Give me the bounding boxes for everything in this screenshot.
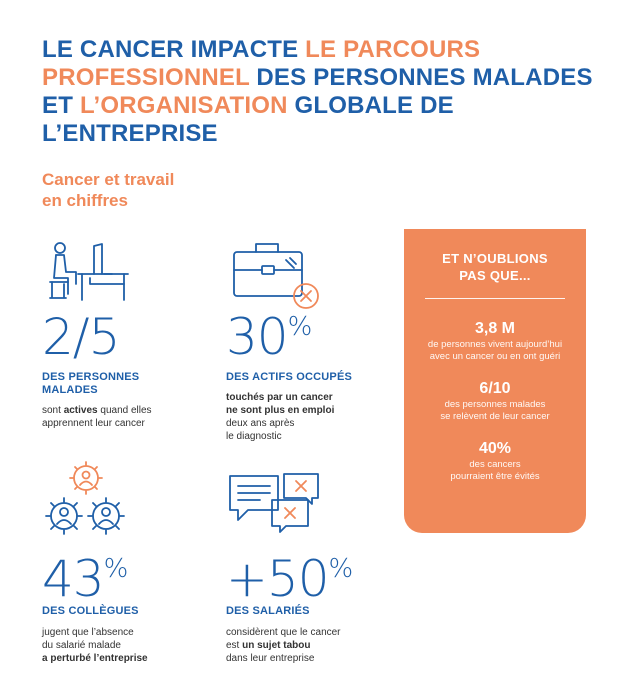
stat-employees-desc-pre: est	[226, 640, 243, 651]
headline-part-1: LE CANCER IMPACTE	[42, 36, 306, 63]
stat-persons-desc-pre: sont	[42, 405, 64, 416]
fact-value: 6/10	[479, 380, 511, 397]
stat-persons-desc: sont actives quand elles apprennent leur…	[42, 404, 212, 430]
facts-panel-title-line-1: ET N’OUBLIONS	[442, 251, 548, 266]
stat-workers-desc-bold-2: ne sont plus en emploi	[226, 405, 335, 416]
facts-panel-title: ET N’OUBLIONS PAS QUE...	[404, 250, 586, 284]
stat-colleagues-desc-line-1: jugent que l’absence	[42, 627, 134, 638]
stat-colleagues: 43% DES COLLÈGUES jugent que l’absence d…	[42, 460, 212, 670]
fact-text-line-1: de personnes vivent aujourd’hui	[427, 339, 563, 350]
fact-text-line-1: des personnes malades	[444, 399, 546, 410]
stat-persons-value: 2/5	[42, 308, 120, 366]
stat-employees-desc-line-1: considèrent que le cancer	[226, 627, 341, 638]
fact-text-line-2: se relèvent de leur cancer	[440, 411, 550, 422]
stat-employees-value: +50%	[226, 554, 354, 604]
headline-part-4: L’ORGANISATION	[79, 92, 288, 119]
headline-part-2: LE PARCOURS PROFESSIONNEL	[42, 36, 481, 91]
chat-bubbles-icon	[229, 473, 319, 533]
fact-text-line-2: avec un cancer ou en ont guéri	[429, 351, 561, 362]
stat-persons-desc-post: quand elles	[97, 405, 152, 416]
facts-panel-title-line-2: PAS QUE...	[459, 268, 531, 283]
stat-employees-desc: considèrent que le cancer est un sujet t…	[226, 626, 396, 665]
section-subtitle: Cancer et travail en chiffres	[42, 169, 342, 211]
fact-item: 3,8 M de personnes vivent aujourd’hui av…	[404, 319, 586, 363]
stat-colleagues-desc-bold: a perturbé l’entreprise	[42, 653, 148, 664]
fact-item: 6/10 des personnes malades se relèvent d…	[404, 379, 586, 423]
stat-workers-desc-line-3: deux ans après	[226, 418, 295, 429]
stat-colleagues-number: 43	[42, 550, 105, 608]
stat-persons-desc-line-2: apprennent leur cancer	[42, 418, 145, 429]
stat-persons-label: DES PERSONNES MALADES	[42, 371, 139, 397]
stat-workers-desc-bold-1: touchés par un cancer	[226, 392, 333, 403]
subtitle-line-1: Cancer et travail	[42, 170, 175, 189]
stat-colleagues-value: 43%	[42, 554, 129, 604]
people-gears-icon	[45, 461, 125, 535]
fact-value: 3,8 M	[474, 320, 515, 337]
stat-employees-desc-bold: un sujet tabou	[242, 640, 311, 651]
stat-workers-desc: touchés par un cancer ne sont plus en em…	[226, 391, 396, 443]
stat-colleagues-desc: jugent que l’absence du salarié malade a…	[42, 626, 212, 665]
stat-colleagues-unit: %	[103, 554, 129, 584]
stat-workers-desc-line-4: le diagnostic	[226, 431, 282, 442]
desk-worker-icon	[49, 242, 129, 301]
stat-employees: +50% DES SALARIÉS considèrent que le can…	[226, 460, 396, 670]
stat-employees-unit: %	[328, 554, 354, 584]
stat-persons-label-2: MALADES	[42, 384, 98, 396]
stat-workers-unit: %	[287, 312, 313, 342]
headline-part-5: GLOBALE DE L’ENTREPRISE	[42, 92, 454, 147]
stat-persons-label-1: DES PERSONNES	[42, 371, 140, 383]
subtitle-line-2: en chiffres	[42, 191, 128, 210]
page-headline: LE CANCER IMPACTE LE PARCOURS PROFESSION…	[42, 36, 602, 148]
stat-employees-desc-line-3: dans leur entreprise	[226, 653, 315, 664]
stat-employees-number: +50	[226, 550, 330, 608]
fact-text-line-2: pourraient être évités	[450, 471, 540, 482]
stat-colleagues-label: DES COLLÈGUES	[42, 605, 139, 617]
facts-panel-divider	[425, 298, 565, 299]
stat-persons-desc-bold: actives	[63, 405, 98, 416]
stat-workers-label: DES ACTIFS OCCUPÉS	[226, 371, 353, 383]
stat-workers-value: 30%	[226, 312, 313, 362]
fact-text-line-1: des cancers	[469, 459, 521, 470]
stat-employees-label: DES SALARIÉS	[226, 605, 310, 617]
stat-colleagues-desc-line-2: du salarié malade	[42, 640, 121, 651]
fact-item: 40% des cancers pourraient être évités	[404, 439, 586, 483]
headline-part-3: DES PERSONNES MALADES ET	[42, 64, 593, 119]
stat-workers: 30% DES ACTIFS OCCUPÉS touchés par un ca…	[226, 238, 396, 448]
fact-value: 40%	[478, 440, 512, 457]
facts-panel: ET N’OUBLIONS PAS QUE... 3,8 M de person…	[404, 229, 586, 533]
briefcase-cross-icon	[233, 243, 319, 309]
stat-workers-number: 30	[226, 308, 289, 366]
stat-persons: 2/5 DES PERSONNES MALADES sont actives q…	[42, 238, 212, 438]
